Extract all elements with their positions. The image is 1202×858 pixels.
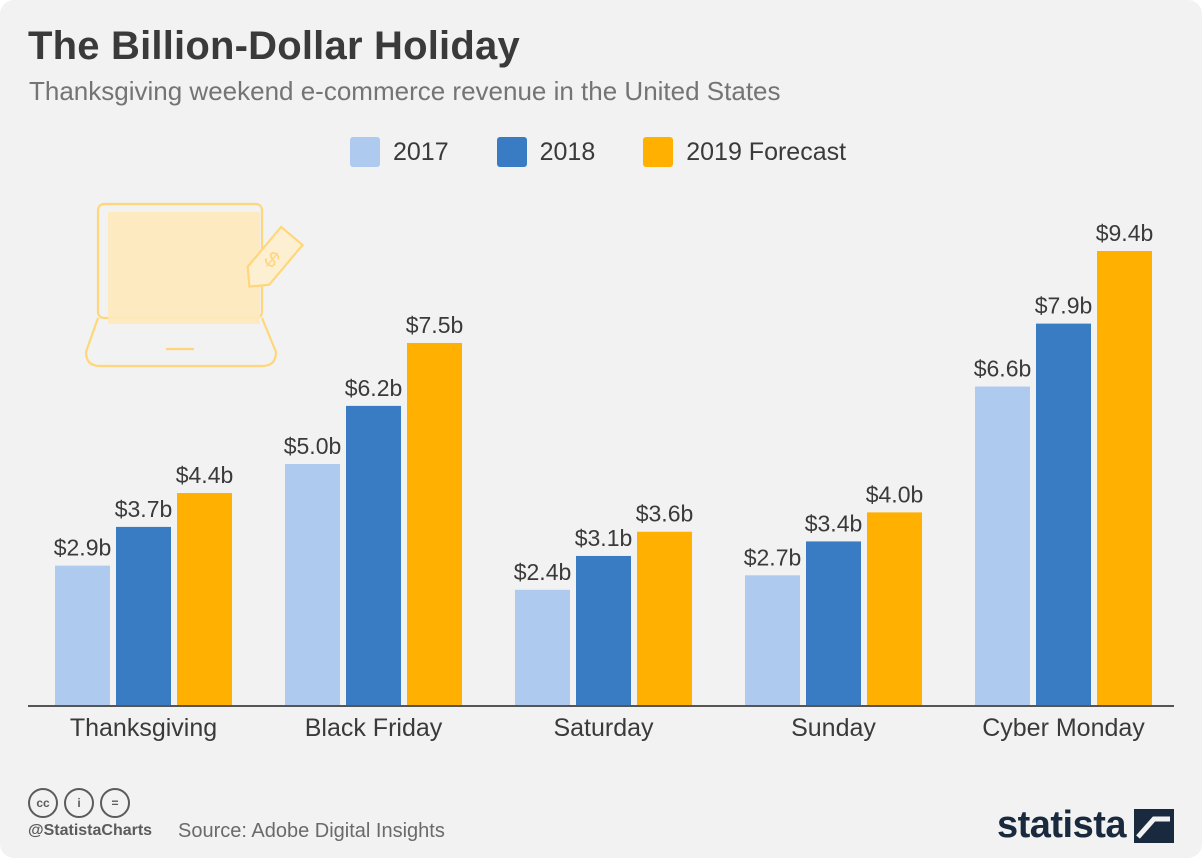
legend-swatch-2018 bbox=[496, 137, 527, 167]
legend-item-2018: 2018 bbox=[496, 137, 596, 167]
legend-swatch-2017 bbox=[350, 137, 380, 167]
x-axis-tick-label: Thanksgiving bbox=[70, 714, 217, 742]
statista-brand[interactable]: statista bbox=[997, 804, 1174, 847]
bar-cyber-monday-2018 bbox=[1036, 323, 1091, 706]
bar-value-label: $4.4b bbox=[176, 462, 234, 488]
source-note: Source: Adobe Digital Insights bbox=[178, 820, 445, 842]
bar-black-friday-2017 bbox=[285, 463, 340, 706]
nd-icon: = bbox=[100, 788, 130, 818]
bar-sunday-2018 bbox=[806, 541, 861, 706]
brand-name: statista bbox=[996, 804, 1127, 846]
bar-labels-layer: $2.9b$3.7b$4.4b $5.0b $6.2b $7.5b $2.4b$3.1b… bbox=[54, 220, 1154, 585]
legend-label-2018: 2018 bbox=[539, 137, 596, 166]
bar-value-label: $7.9b bbox=[1035, 293, 1093, 319]
bar-saturday-2018 bbox=[576, 555, 631, 706]
laptop-price-tag-icon: $ bbox=[84, 202, 305, 368]
by-icon: i bbox=[64, 788, 94, 818]
x-axis-tick-label: Sunday bbox=[791, 714, 876, 742]
bar-value-label: $6.6b bbox=[974, 356, 1032, 382]
x-axis-tick-label: Saturday bbox=[553, 714, 654, 742]
bar-value-label: $9.4b bbox=[1096, 220, 1154, 246]
legend-label-2017: 2017 bbox=[393, 137, 449, 166]
bar-value-label: $7.5b bbox=[406, 312, 464, 338]
cc-icon: cc bbox=[28, 788, 58, 818]
bar-value-label: $2.7b bbox=[744, 544, 802, 570]
legend-label-2019: 2019 Forecast bbox=[686, 137, 847, 166]
bar-sunday-2019-forecast bbox=[867, 512, 922, 706]
bar-black-friday-2018 bbox=[346, 405, 401, 706]
bar-value-label: $3.1b bbox=[575, 525, 633, 551]
legend-swatch-2019 bbox=[643, 137, 674, 167]
bar-value-label: $3.6b bbox=[636, 501, 694, 527]
bar-thanksgiving-2019-forecast bbox=[177, 493, 232, 706]
x-axis-labels: Thanksgiving Black Friday Saturday Sunday Cy… bbox=[70, 714, 1145, 742]
bar-value-label: $6.2b bbox=[345, 375, 403, 401]
bar-value-label: $2.9b bbox=[54, 535, 112, 561]
bar-cyber-monday-2017 bbox=[975, 386, 1030, 706]
bar-value-label: $3.7b bbox=[115, 496, 173, 522]
bar-value-label: $3.4b bbox=[805, 510, 863, 536]
bar-value-label: $5.0b bbox=[284, 433, 342, 459]
chart-subtitle: Thanksgiving weekend e-commerce revenue … bbox=[29, 76, 781, 106]
bar-sunday-2017 bbox=[745, 575, 800, 706]
bar-value-label: $4.0b bbox=[866, 481, 924, 507]
legend: 2017 2018 2019 Forecast bbox=[350, 135, 846, 169]
x-axis-tick-label: Cyber Monday bbox=[982, 714, 1145, 742]
chart-title: The Billion-Dollar Holiday bbox=[28, 24, 520, 68]
legend-item-2017: 2017 bbox=[350, 137, 449, 167]
license-icons: cc i = bbox=[28, 788, 136, 818]
bars-layer bbox=[55, 251, 1152, 706]
bar-thanksgiving-2018 bbox=[116, 526, 171, 706]
bar-black-friday-2019-forecast bbox=[407, 342, 462, 706]
bar-value-label: $2.4b bbox=[514, 559, 572, 585]
statista-logo-icon bbox=[1134, 808, 1174, 843]
bar-saturday-2019-forecast bbox=[637, 531, 692, 706]
x-axis-tick-label: Black Friday bbox=[305, 714, 443, 742]
bar-saturday-2017 bbox=[515, 589, 570, 706]
bar-thanksgiving-2017 bbox=[55, 565, 110, 706]
bar-cyber-monday-2019-forecast bbox=[1097, 251, 1152, 706]
twitter-handle: @StatistaCharts bbox=[28, 822, 153, 839]
legend-item-2019: 2019 Forecast bbox=[643, 137, 846, 167]
